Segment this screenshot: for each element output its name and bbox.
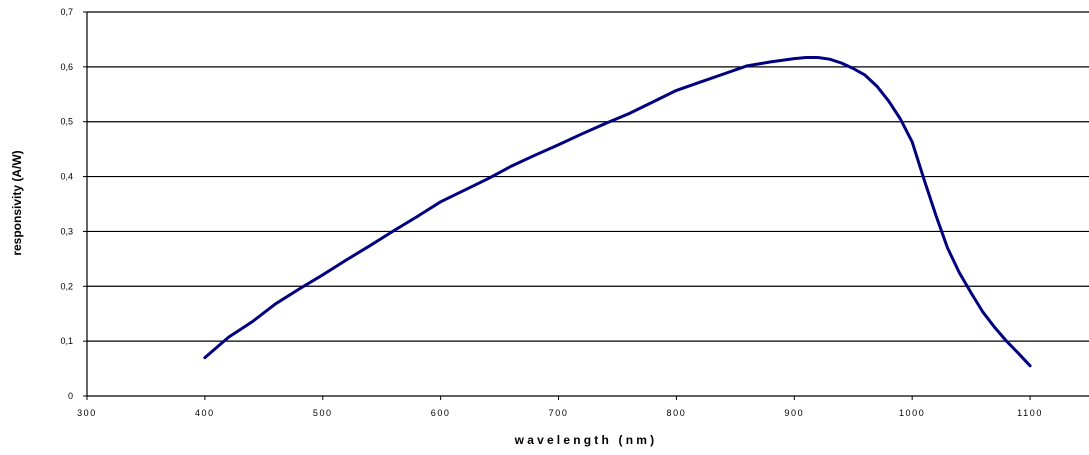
x-tick-label-4: 700: [549, 408, 569, 418]
x-tick-label-2: 500: [313, 408, 333, 418]
y-tick-label-0: 0: [68, 391, 73, 401]
y-axis-title: responsivity (A/W): [10, 150, 24, 255]
y-tick-label-5: 0,5: [60, 117, 73, 127]
series-group: [203, 56, 1032, 368]
y-tick-label-3: 0,3: [60, 226, 73, 236]
y-tick-label-1: 0,1: [60, 336, 73, 346]
grid-lines: [87, 11, 1089, 342]
y-tick-labels: 0 0,1 0,2 0,3 0,4 0,5 0,6 0,7: [60, 7, 73, 401]
x-tick-labels: 300 400 500 600 700 800 900 1000 1100: [77, 408, 1043, 418]
y-tick-label-7: 0,7: [60, 7, 73, 17]
series-line-0: [203, 56, 1032, 368]
x-tick-label-7: 1000: [899, 408, 925, 418]
x-tick-label-8: 1100: [1017, 408, 1043, 418]
x-tick-label-6: 900: [784, 408, 804, 418]
x-tick-label-1: 400: [195, 408, 215, 418]
x-tick-label-0: 300: [77, 408, 97, 418]
y-tick-label-4: 0,4: [60, 172, 73, 182]
axes: [83, 11, 1089, 400]
y-tick-label-2: 0,2: [60, 281, 73, 291]
x-tick-label-3: 600: [431, 408, 451, 418]
x-tick-label-5: 800: [666, 408, 686, 418]
x-axis-title: wavelength (nm): [514, 433, 658, 447]
y-tick-label-6: 0,6: [60, 62, 73, 72]
